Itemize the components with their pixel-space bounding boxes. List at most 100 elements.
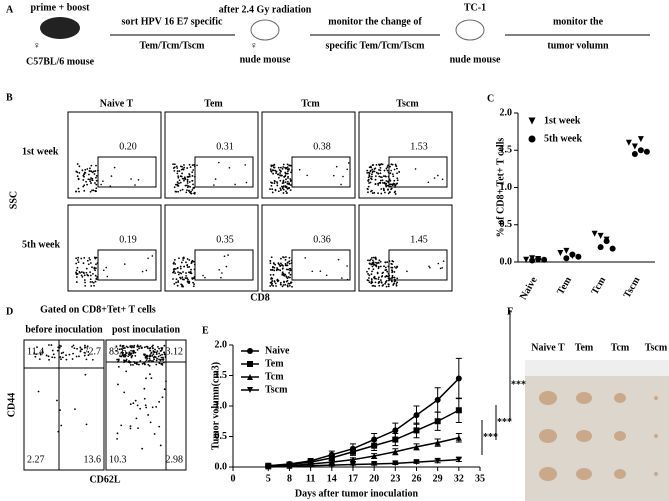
cell-dot — [123, 347, 126, 349]
cell-dot — [125, 354, 127, 357]
label: Tscm — [645, 342, 668, 353]
cell-dot — [283, 280, 285, 283]
cell-dot — [437, 262, 440, 265]
cell-dot — [368, 277, 370, 279]
cell-dot — [85, 271, 88, 274]
cell-dot — [386, 166, 389, 168]
x-tick-label: 17 — [348, 473, 358, 484]
cell-dot — [390, 280, 393, 283]
cell-dot — [172, 278, 174, 280]
cell-dot — [78, 172, 81, 174]
cell-dot — [290, 171, 292, 174]
tumor — [576, 392, 592, 404]
cell-dot — [182, 271, 184, 273]
column-label: Naive T — [100, 98, 134, 109]
cell-dot — [175, 190, 178, 193]
x-tick-label: 5 — [266, 473, 271, 484]
cell-dot — [79, 346, 82, 349]
cell-dot — [84, 284, 87, 287]
cell-dot — [272, 273, 275, 276]
cell-dot — [387, 283, 390, 286]
x-tick-label: 35 — [475, 473, 485, 484]
cell-dot — [380, 281, 383, 284]
cell-dot — [277, 166, 280, 169]
cell-dot — [378, 280, 381, 283]
cell-dot — [158, 358, 160, 361]
cell-dot — [97, 169, 99, 172]
cell-dot — [130, 356, 133, 359]
cell-dot — [134, 354, 137, 357]
cell-dot — [368, 274, 371, 277]
marker — [591, 230, 598, 237]
cell-dot — [389, 185, 392, 188]
axis-label: Tumor volumn(cm3) — [210, 362, 221, 450]
cell-dot — [288, 182, 291, 185]
cell-dot — [374, 183, 377, 185]
cell-dot — [379, 166, 382, 169]
cell-dot — [155, 363, 158, 366]
cell-dot — [191, 188, 194, 191]
x-tick-label: Tem — [555, 275, 574, 297]
cell-dot — [282, 166, 285, 168]
cell-dot — [178, 170, 181, 172]
cell-dot — [181, 188, 184, 191]
cell-dot — [136, 344, 139, 347]
cell-dot — [37, 390, 40, 393]
y-tick-label: 0.5 — [215, 431, 228, 442]
axis-label: CD62L — [89, 474, 120, 485]
cell-dot — [386, 270, 389, 273]
cell-dot — [75, 262, 78, 265]
cell-dot — [76, 347, 78, 350]
panel-title: Gated on CD8+Tet+ T cells — [40, 304, 156, 315]
gate-value: 1.53 — [410, 141, 428, 152]
cell-dot — [121, 345, 124, 348]
legend-label: 5th week — [544, 133, 582, 144]
cell-dot — [276, 182, 279, 184]
cell-dot — [89, 262, 92, 264]
cell-dot — [176, 183, 179, 186]
cell-dot — [396, 179, 399, 182]
cell-dot — [48, 358, 50, 361]
cell-dot — [192, 260, 195, 263]
cell-dot — [395, 267, 397, 269]
cell-dot — [437, 174, 439, 177]
quadrant-value: 13.6 — [84, 454, 102, 465]
cell-dot — [62, 351, 65, 354]
cell-dot — [117, 359, 120, 362]
cell-dot — [164, 353, 167, 356]
cell-dot — [374, 285, 377, 288]
cell-dot — [139, 359, 142, 362]
cell-dot — [115, 349, 118, 352]
cell-dot — [134, 184, 136, 186]
cell-dot — [366, 171, 369, 174]
cell-dot — [190, 192, 193, 195]
cell-dot — [118, 355, 121, 357]
marker — [247, 374, 253, 380]
cell-dot — [374, 257, 377, 260]
cell-dot — [90, 182, 92, 184]
marker — [631, 143, 638, 150]
cell-dot — [384, 191, 386, 194]
cell-dot — [390, 169, 392, 172]
cell-dot — [158, 362, 161, 365]
cell-dot — [76, 259, 79, 261]
cell-dot — [372, 261, 375, 264]
cell-dot — [71, 358, 74, 360]
cell-dot — [149, 359, 152, 362]
cell-dot — [374, 175, 377, 178]
cell-dot — [118, 348, 121, 351]
cell-dot — [181, 177, 184, 180]
cell-dot — [191, 164, 194, 167]
cell-dot — [120, 348, 123, 350]
cell-dot — [94, 257, 97, 260]
cell-dot — [129, 425, 132, 428]
cell-dot — [382, 188, 385, 191]
tumor — [654, 396, 658, 400]
cell-dot — [384, 275, 387, 278]
x-tick-label: 8 — [287, 473, 292, 484]
cell-dot — [89, 271, 92, 274]
cell-dot — [379, 179, 382, 182]
cell-dot — [161, 353, 163, 356]
cell-dot — [82, 185, 85, 188]
marker — [528, 117, 536, 125]
